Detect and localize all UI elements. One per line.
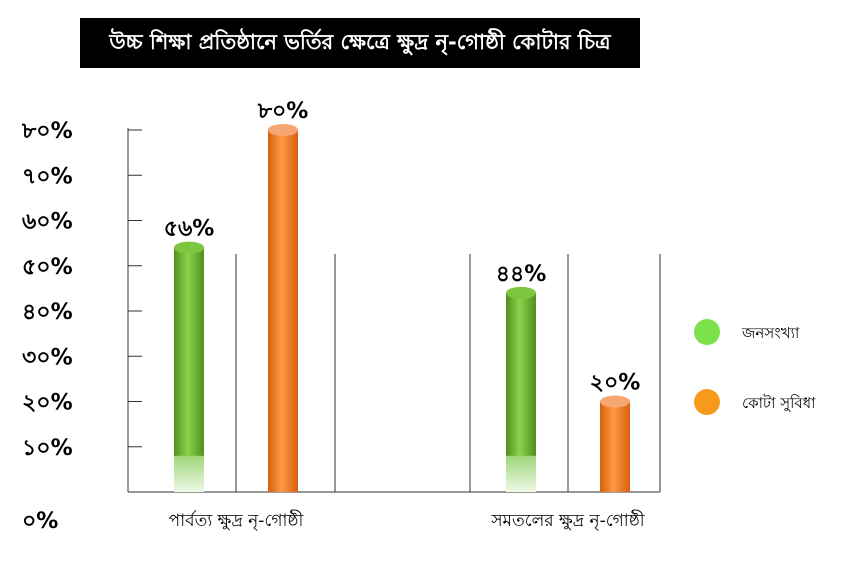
y-tick-label: ২০% bbox=[22, 391, 73, 416]
bar-cap bbox=[174, 241, 204, 254]
y-tick-label: ৬০% bbox=[22, 210, 73, 235]
legend-swatch bbox=[694, 389, 720, 415]
chart-title: উচ্চ শিক্ষা প্রতিষ্ঠানে ভর্তির ক্ষেত্রে … bbox=[109, 29, 611, 54]
bar-cap bbox=[600, 395, 630, 408]
bar bbox=[600, 395, 630, 492]
chart-title-bar: উচ্চ শিক্ষা প্রতিষ্ঠানে ভর্তির ক্ষেত্রে … bbox=[80, 18, 640, 68]
bar-body bbox=[268, 130, 298, 492]
legend-label: জনসংখ্যা bbox=[741, 324, 800, 342]
y-tick-label: ০% bbox=[22, 509, 58, 534]
labels: ৫৬% ৪৪% ৮০% ২০% পার্বত্য ক্ষুদ্র নৃ-গোষ্ঠী সম… bbox=[164, 99, 646, 531]
legend: জনসংখ্যা কোটা সুবিধা bbox=[694, 319, 816, 415]
category-label: সমতলের ক্ষুদ্র নৃ-গোষ্ঠী bbox=[490, 510, 645, 531]
y-tick-label: ৩০% bbox=[22, 345, 73, 370]
y-tick-label: ১০% bbox=[22, 436, 73, 461]
legend-swatch bbox=[694, 319, 720, 345]
y-tick-label: ৪০% bbox=[22, 300, 73, 325]
bar-cap bbox=[268, 124, 298, 136]
bar-base-fade bbox=[506, 455, 536, 492]
bar bbox=[174, 241, 204, 492]
data-label: ৫৬% bbox=[164, 217, 215, 242]
axes: ০% ১০% ২০% ৩০% ৪০% ৫০% ৬০% ৭০% ৮০% bbox=[21, 119, 661, 534]
bars bbox=[174, 124, 630, 492]
bar-body bbox=[174, 247, 204, 492]
legend-label: কোটা সুবিধা bbox=[742, 394, 816, 412]
bar bbox=[506, 286, 536, 492]
category-label: পার্বত্য ক্ষুদ্র নৃ-গোষ্ঠী bbox=[169, 510, 305, 531]
data-label: ৮০% bbox=[257, 99, 309, 124]
bar-body bbox=[600, 401, 630, 492]
bar bbox=[268, 124, 298, 492]
y-tick-label: ৮০% bbox=[21, 119, 73, 144]
y-tick-label: ৫০% bbox=[22, 255, 73, 280]
data-label: ৪৪% bbox=[496, 262, 547, 287]
bar-cap bbox=[506, 286, 536, 299]
y-tick-label: ৭০% bbox=[22, 164, 73, 189]
data-label: ২০% bbox=[590, 371, 641, 396]
bar-base-fade bbox=[174, 455, 204, 492]
